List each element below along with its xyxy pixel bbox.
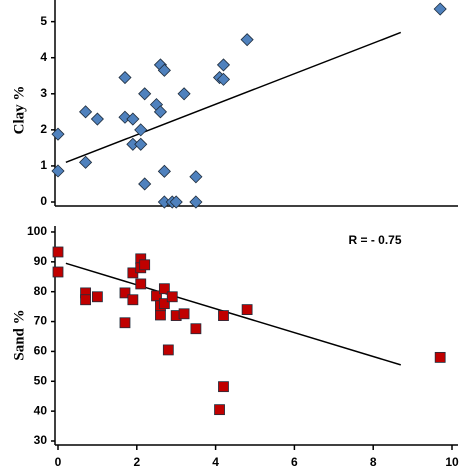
y-tick-label: 0 — [40, 194, 47, 208]
annotation: R = - 0.75 — [348, 233, 401, 247]
data-point — [189, 195, 203, 209]
y-axis-title: Clay % — [11, 86, 27, 135]
x-tick-label: 6 — [291, 455, 298, 469]
data-point — [126, 112, 140, 126]
x-tick-label: 8 — [370, 455, 377, 469]
data-point — [216, 72, 231, 86]
data-point — [139, 259, 151, 271]
data-point — [169, 195, 183, 209]
data-point — [216, 58, 231, 72]
data-point — [214, 404, 225, 416]
y-axis-title: Sand % — [11, 309, 27, 360]
data-point — [90, 112, 104, 126]
y-tick-label: 90 — [34, 254, 48, 268]
data-point — [218, 310, 229, 321]
data-point — [433, 2, 447, 16]
data-point — [157, 63, 171, 77]
data-point — [177, 87, 191, 101]
data-point — [240, 33, 254, 47]
y-tick-label: 60 — [34, 344, 48, 358]
y-tick-label: 40 — [34, 403, 48, 417]
data-point — [80, 294, 91, 306]
data-point — [127, 294, 139, 306]
data-point — [92, 291, 103, 303]
data-point — [158, 298, 170, 310]
y-tick-label: 30 — [34, 433, 48, 447]
data-point — [158, 283, 170, 295]
data-point — [153, 105, 168, 119]
data-point — [162, 344, 174, 356]
data-point — [51, 127, 65, 141]
data-point — [134, 137, 148, 151]
y-tick-label: 1 — [40, 158, 47, 172]
data-point — [166, 291, 178, 303]
data-point — [157, 164, 171, 178]
data-point — [178, 308, 190, 320]
data-point — [155, 309, 166, 321]
data-point — [79, 155, 93, 169]
data-point — [138, 177, 152, 191]
y-tick-label: 3 — [40, 86, 47, 100]
data-point — [189, 170, 203, 184]
x-tick-label: 0 — [55, 455, 62, 469]
y-tick-label: 80 — [34, 284, 48, 298]
data-point — [52, 266, 64, 278]
data-point — [190, 323, 202, 335]
y-tick-label: 5 — [40, 14, 47, 28]
y-tick-label: 4 — [40, 50, 47, 64]
y-tick-label: 2 — [40, 122, 47, 136]
data-point — [241, 304, 253, 316]
data-point — [218, 381, 229, 393]
x-tick-label: 10 — [445, 455, 459, 469]
x-tick-label: 2 — [133, 455, 140, 469]
data-point — [118, 70, 132, 85]
data-point — [134, 123, 148, 137]
data-point — [434, 351, 446, 363]
data-point — [51, 164, 65, 178]
data-point — [135, 278, 147, 290]
trend-line — [65, 31, 402, 164]
y-tick-label: 50 — [34, 373, 48, 387]
data-point — [119, 317, 131, 329]
trend-line — [65, 262, 401, 366]
x-tick-label: 4 — [212, 455, 219, 469]
data-point — [79, 105, 93, 119]
data-point — [52, 246, 64, 258]
data-point — [119, 287, 131, 299]
y-tick-label: 100 — [27, 224, 47, 238]
data-point — [138, 87, 152, 101]
y-tick-label: 70 — [34, 314, 48, 328]
